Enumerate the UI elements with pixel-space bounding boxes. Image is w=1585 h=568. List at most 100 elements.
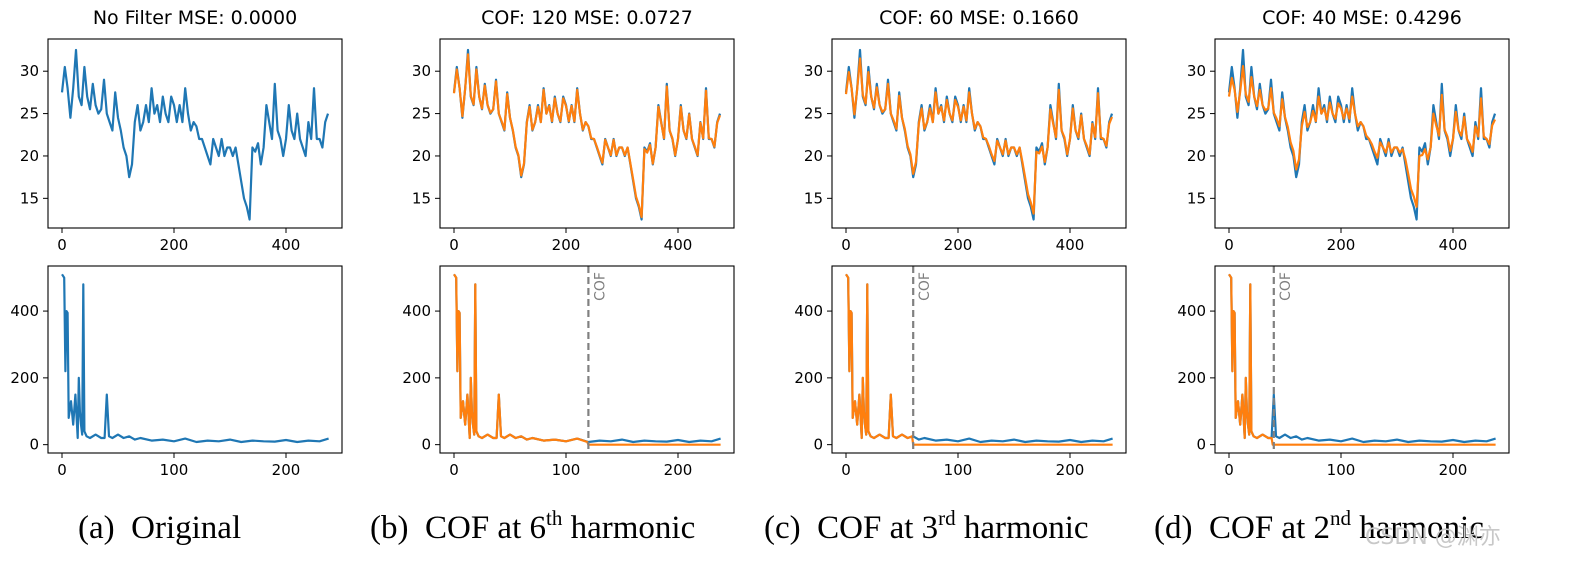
series-line-spectrum bbox=[61, 273, 329, 444]
y-tick-label: 20 bbox=[412, 147, 431, 165]
subfigure-caption: (a) Original bbox=[78, 510, 241, 546]
y-tick-label: 15 bbox=[804, 189, 823, 207]
x-tick-label: 400 bbox=[272, 236, 301, 254]
y-tick-label: 15 bbox=[20, 189, 39, 207]
series-group bbox=[60, 48, 330, 221]
series-line-original bbox=[844, 48, 1114, 221]
series-group bbox=[61, 273, 329, 444]
y-tick-label: 0 bbox=[29, 436, 39, 454]
y-tick-label: 30 bbox=[1187, 62, 1206, 80]
x-tick-label: 100 bbox=[944, 461, 973, 479]
caption-superscript: th bbox=[546, 506, 563, 530]
caption-label: (b) bbox=[370, 510, 425, 546]
series-line-spectrum bbox=[1228, 273, 1496, 444]
cof-label: COF bbox=[592, 272, 608, 301]
series-line-filtered-spectrum bbox=[453, 273, 721, 446]
x-tick-label: 0 bbox=[449, 461, 459, 479]
subfigure-caption: (d) COF at 2nd harmonic bbox=[1154, 506, 1484, 546]
x-tick-label: 0 bbox=[841, 461, 851, 479]
series-line-filtered-spectrum bbox=[1228, 273, 1496, 446]
caption-superscript: rd bbox=[938, 506, 956, 530]
chart-panel-3: COF: 60 MSE: 0.1660 0 200 400 15 20 25 30 bbox=[804, 7, 1127, 254]
y-tick-label: 30 bbox=[412, 62, 431, 80]
chart-panel-6: COF 0 100 200 0 200 400 bbox=[402, 265, 735, 479]
axes-frame bbox=[1214, 38, 1510, 229]
y-tick-label: 20 bbox=[804, 147, 823, 165]
chart-title: COF: 40 MSE: 0.4296 bbox=[1262, 7, 1462, 29]
series-line-filtered bbox=[844, 57, 1114, 215]
y-tick-label: 25 bbox=[804, 105, 823, 123]
axes-frame bbox=[47, 265, 343, 454]
x-tick-label: 200 bbox=[1327, 236, 1356, 254]
series-line-filtered bbox=[1227, 64, 1496, 208]
x-tick-label: 200 bbox=[664, 461, 693, 479]
x-tick-label: 200 bbox=[1056, 461, 1085, 479]
x-tick-label: 0 bbox=[57, 461, 67, 479]
y-tick-label: 400 bbox=[10, 302, 39, 320]
series-line-original bbox=[452, 48, 722, 221]
x-tick-label: 200 bbox=[272, 461, 301, 479]
series-line-original bbox=[1227, 48, 1497, 221]
x-tick-label: 0 bbox=[57, 236, 67, 254]
axes-frame bbox=[831, 38, 1127, 229]
caption-text: Original bbox=[131, 510, 241, 546]
caption-text: COF at 6 bbox=[425, 510, 546, 546]
y-tick-label: 20 bbox=[20, 147, 39, 165]
caption-label: (c) bbox=[764, 510, 817, 546]
x-tick-label: 0 bbox=[1224, 461, 1234, 479]
y-tick-label: 200 bbox=[10, 369, 39, 387]
y-tick-label: 15 bbox=[1187, 189, 1206, 207]
cof-label: COF bbox=[917, 272, 933, 301]
chart-panel-5: 0 100 200 0 200 400 bbox=[10, 265, 343, 479]
chart-title: No Filter MSE: 0.0000 bbox=[93, 7, 297, 29]
x-tick-label: 0 bbox=[449, 236, 459, 254]
chart-panel-8: COF 0 100 200 0 200 400 bbox=[1177, 265, 1510, 479]
y-tick-label: 25 bbox=[412, 105, 431, 123]
x-tick-label: 200 bbox=[1439, 461, 1468, 479]
x-tick-label: 100 bbox=[552, 461, 581, 479]
series-group bbox=[1227, 48, 1497, 221]
y-tick-label: 0 bbox=[813, 436, 823, 454]
y-tick-label: 25 bbox=[20, 105, 39, 123]
x-tick-label: 100 bbox=[1327, 461, 1356, 479]
y-tick-label: 15 bbox=[412, 189, 431, 207]
caption-tail: harmonic bbox=[1351, 510, 1484, 546]
axes-frame bbox=[47, 38, 343, 229]
x-tick-label: 200 bbox=[160, 236, 189, 254]
x-tick-label: 200 bbox=[552, 236, 581, 254]
y-tick-label: 20 bbox=[1187, 147, 1206, 165]
series-line-spectrum bbox=[845, 273, 1113, 444]
subfigure-caption: (c) COF at 3rd harmonic bbox=[764, 506, 1089, 546]
x-tick-label: 100 bbox=[160, 461, 189, 479]
series-group bbox=[1228, 273, 1496, 446]
chart-panel-2: COF: 120 MSE: 0.0727 0 200 400 15 20 25 30 bbox=[412, 7, 735, 254]
caption-tail: harmonic bbox=[956, 510, 1089, 546]
y-tick-label: 25 bbox=[1187, 105, 1206, 123]
watermark: CSDN @渊亦 bbox=[1365, 525, 1501, 550]
series-line-original bbox=[60, 48, 330, 221]
axes-frame bbox=[439, 265, 735, 454]
chart-title: COF: 120 MSE: 0.0727 bbox=[481, 7, 693, 29]
caption-tail: harmonic bbox=[562, 510, 695, 546]
cof-label: COF bbox=[1278, 272, 1294, 301]
y-tick-label: 400 bbox=[1177, 302, 1206, 320]
series-group bbox=[845, 273, 1113, 446]
x-tick-label: 0 bbox=[1224, 236, 1234, 254]
y-tick-label: 200 bbox=[1177, 369, 1206, 387]
caption-superscript: nd bbox=[1330, 506, 1352, 530]
chart-panel-4: COF: 40 MSE: 0.4296 0 200 400 15 20 25 30 bbox=[1187, 7, 1510, 254]
y-tick-label: 30 bbox=[20, 62, 39, 80]
subfigure-caption: (b) COF at 6th harmonic bbox=[370, 506, 695, 546]
series-line-spectrum bbox=[453, 273, 721, 444]
y-tick-label: 200 bbox=[402, 369, 431, 387]
chart-title: COF: 60 MSE: 0.1660 bbox=[879, 7, 1079, 29]
x-tick-label: 400 bbox=[1056, 236, 1085, 254]
y-tick-label: 0 bbox=[1196, 436, 1206, 454]
x-tick-label: 400 bbox=[664, 236, 693, 254]
series-group bbox=[844, 48, 1114, 221]
axes-frame bbox=[439, 38, 735, 229]
caption-label: (a) bbox=[78, 510, 131, 546]
x-tick-label: 0 bbox=[841, 236, 851, 254]
x-tick-label: 400 bbox=[1439, 236, 1468, 254]
